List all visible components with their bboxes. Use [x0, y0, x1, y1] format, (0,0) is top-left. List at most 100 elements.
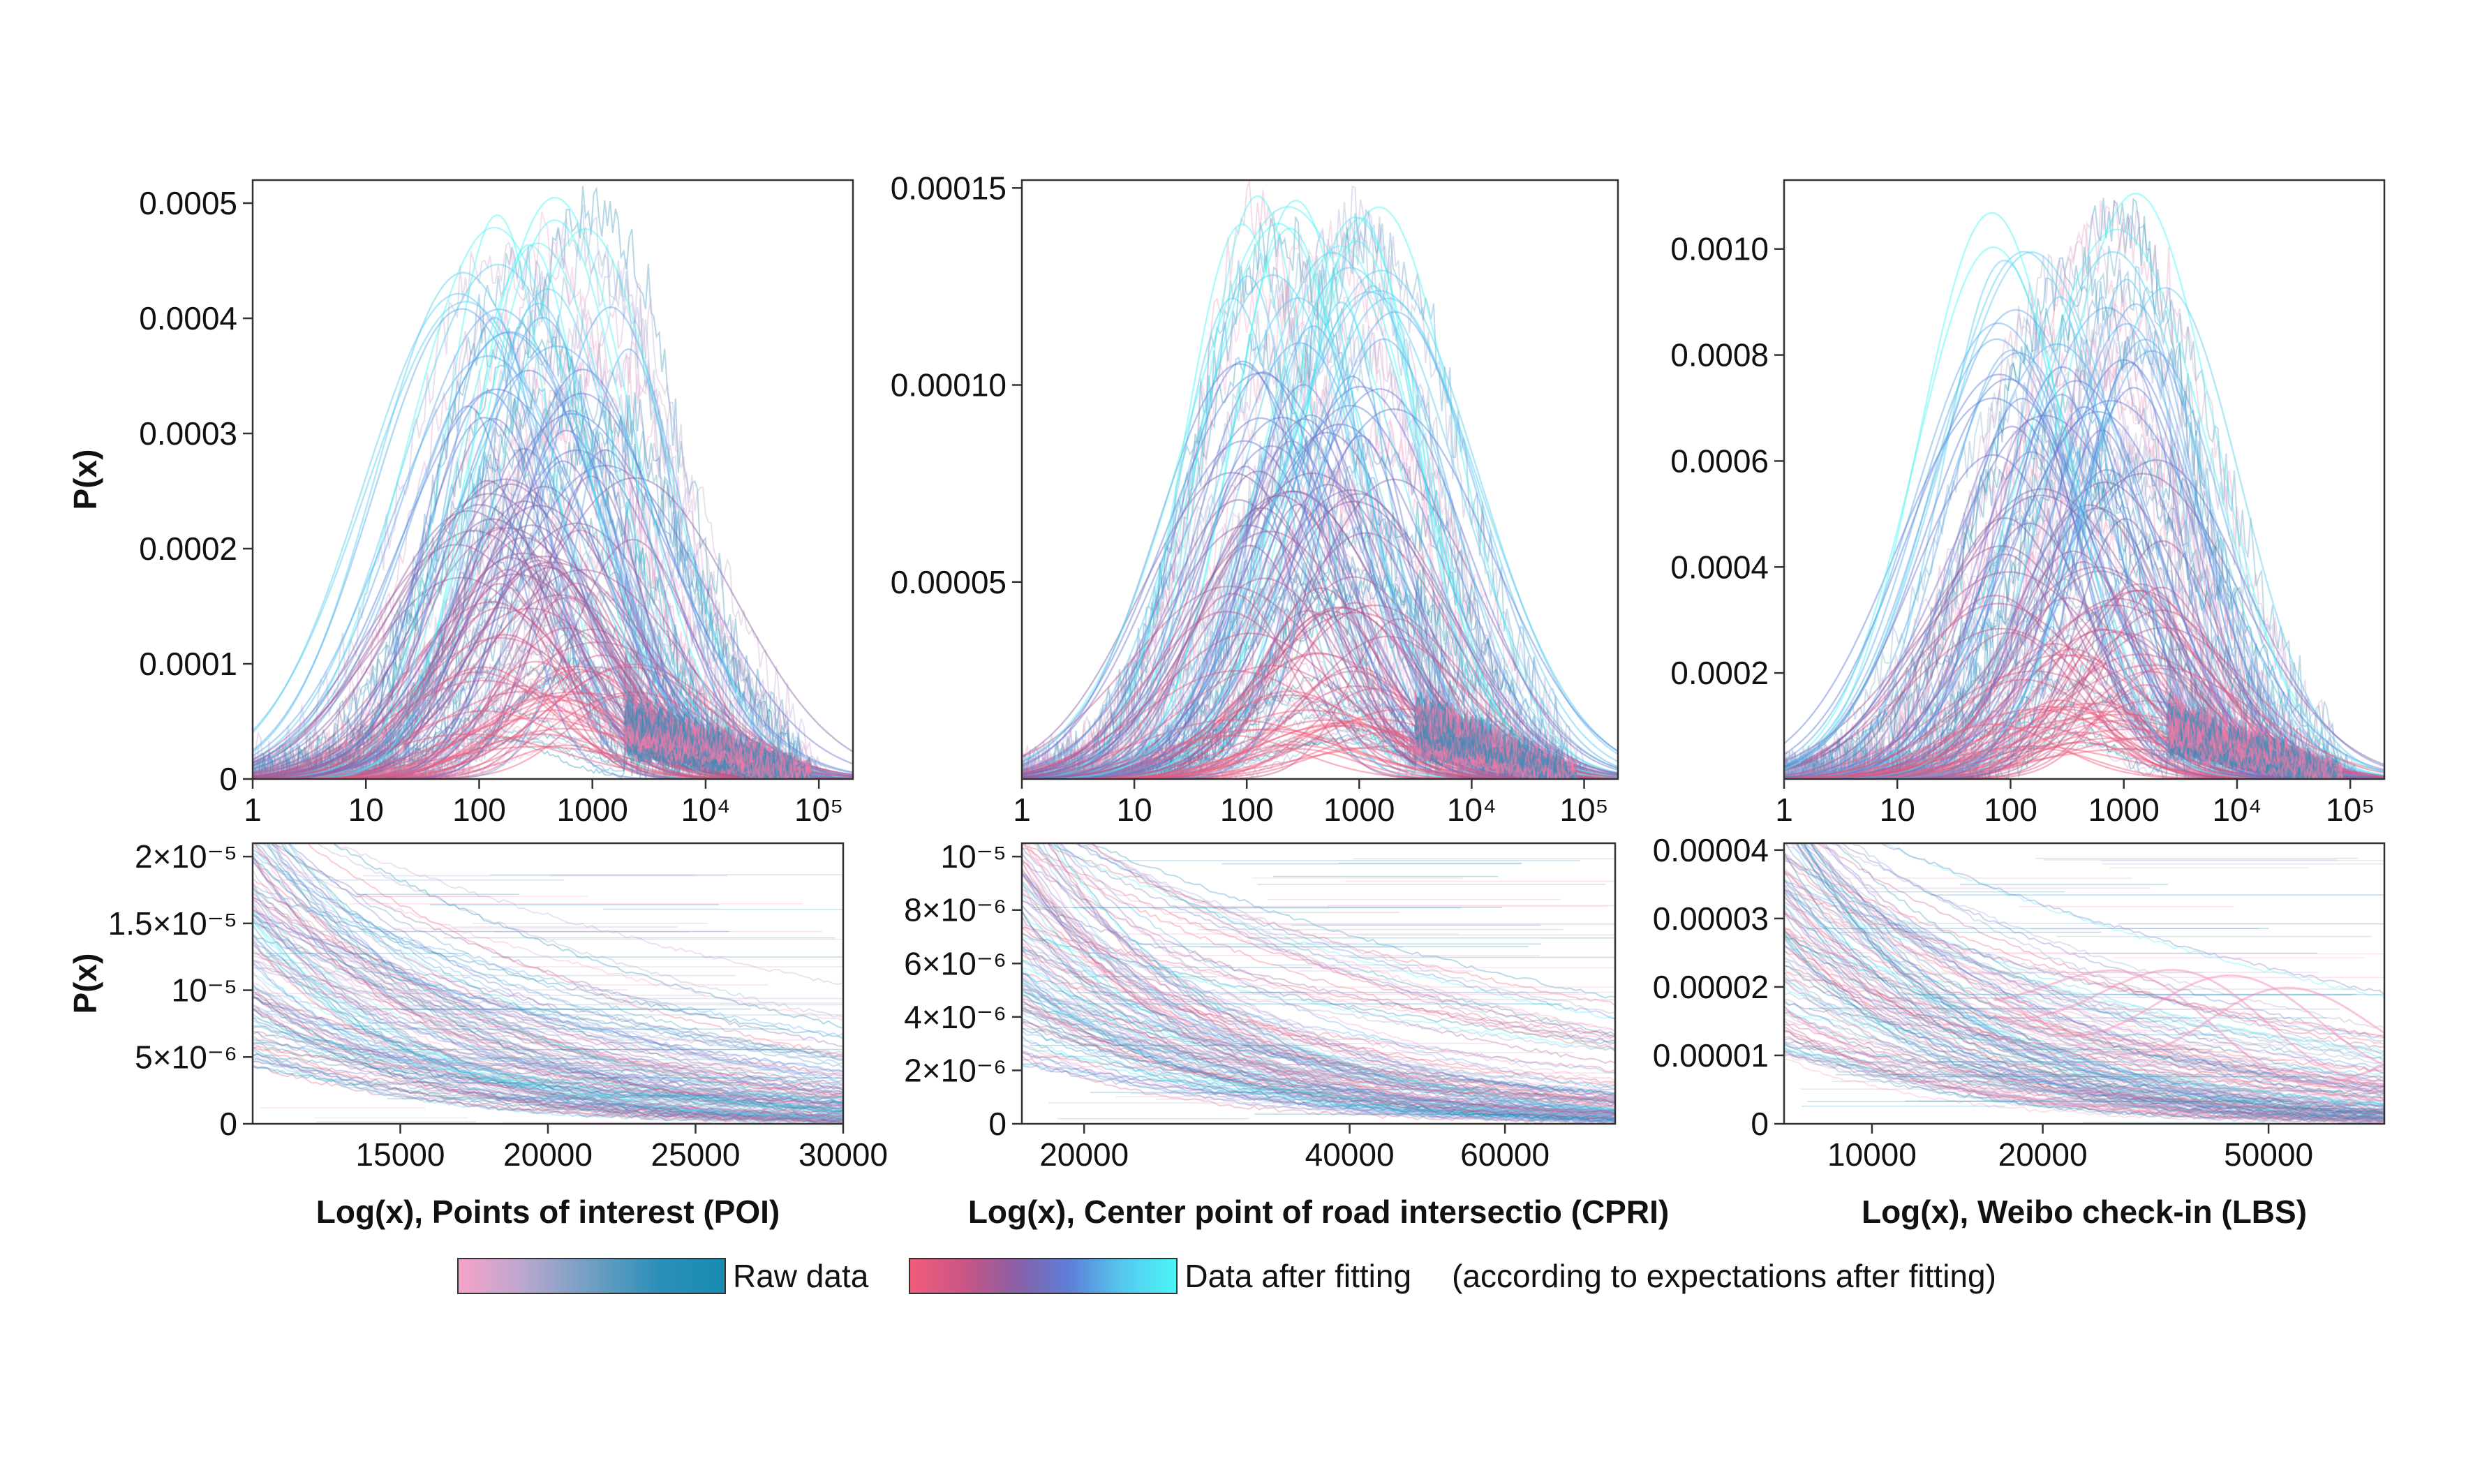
fitted-line [253, 991, 843, 1107]
fitted-line [1784, 1037, 2384, 1108]
fitted-line [1784, 296, 2384, 779]
fitted-line [253, 214, 853, 779]
fitted-line [1022, 290, 1618, 779]
fitted-line [253, 843, 843, 1110]
fitted-line [1022, 544, 1618, 779]
fitted-line [1022, 195, 1618, 779]
fitted-line [1784, 891, 2384, 1107]
fitted-line [1022, 900, 1615, 1086]
fitted-line [253, 886, 843, 1119]
fitted-line [1784, 1036, 2384, 1121]
raw-data-line [1993, 969, 2384, 1082]
fitted-line [1796, 843, 2384, 1116]
fitted-line [253, 845, 843, 1087]
fitted-line [1784, 887, 2384, 1120]
fitted-line [1022, 959, 1615, 1104]
fitted-line [1784, 1005, 2384, 1122]
fitted-line [1022, 251, 1618, 779]
fitted-line [1784, 870, 2384, 1062]
fitted-line [1022, 948, 1615, 1074]
y-axis-label: P(x) [67, 954, 103, 1014]
fitted-line [253, 937, 843, 1108]
fitted-line [1802, 843, 2384, 1111]
fitted-line [1784, 1040, 2384, 1115]
fitted-line [1023, 843, 1615, 1083]
fitted-line [253, 1025, 843, 1109]
fitted-line [1022, 1021, 1615, 1115]
fitted-line [1784, 1023, 2384, 1124]
fitted-line [1022, 884, 1615, 1108]
fitted-line [253, 1017, 843, 1114]
y-tick-label: 10⁻⁵ [940, 838, 1007, 875]
fitted-line [1022, 977, 1615, 1122]
fitted-line [1796, 843, 2384, 1116]
fitted-line [1022, 489, 1618, 779]
panel-bottom-left: 15000 20000 25000 30000 0 5×10⁻⁶ 10⁻⁵ 1.5×10⁻⁵ 2… [67, 838, 888, 1230]
fitted-line [253, 896, 843, 1085]
fitted-line [1047, 843, 1615, 1021]
fitted-line [1784, 889, 2384, 1109]
fitted-line [1784, 1053, 2384, 1115]
fitted-line [1784, 937, 2384, 1123]
fitted-line [253, 996, 843, 1099]
fitted-line [1818, 843, 2384, 1087]
x-tick-label: 10 [1117, 792, 1152, 828]
y-tick-label: 0.0006 [1670, 443, 1769, 479]
fitted-line [253, 902, 843, 1121]
fitted-line [253, 852, 843, 1065]
fitted-line [253, 934, 843, 1117]
fitted-line [1022, 1019, 1615, 1117]
fitted-line [253, 951, 843, 1055]
fitted-line [253, 908, 843, 1074]
fitted-line [253, 944, 843, 1120]
y-tick-label: 0.00010 [891, 367, 1007, 403]
fitted-line [253, 1016, 843, 1121]
fitted-line [1022, 852, 1615, 1118]
raw-data-line [1022, 199, 1618, 779]
fitted-line [1784, 944, 2384, 1052]
fitted-line [253, 1035, 843, 1124]
fitted-line [253, 920, 843, 1102]
fitted-line [1784, 933, 2384, 1123]
fitted-line [1022, 297, 1618, 779]
x-tick-label: 100 [452, 792, 506, 828]
fitted-line [1022, 478, 1618, 779]
fitted-line [1085, 843, 1615, 1046]
fitted-line [1824, 843, 2384, 1099]
fitted-line [253, 974, 843, 1113]
raw-data-tail [1414, 746, 1577, 779]
y-tick-label: 0.0004 [1670, 549, 1769, 585]
raw-data-line [253, 392, 853, 779]
fitted-line [1022, 843, 1615, 1037]
raw-data-line [1022, 419, 1618, 779]
fitted-line [253, 917, 843, 1093]
fitted-line [1880, 843, 2384, 995]
fitted-line [253, 900, 843, 1120]
fitted-line [1784, 939, 2384, 1121]
fitted-line [1022, 910, 1615, 1121]
fitted-line [1022, 944, 1615, 1121]
fitted-line [1022, 297, 1618, 779]
fitted-line [1784, 960, 2384, 1114]
fitted-line [1022, 991, 1615, 1095]
fitted-line [1784, 945, 2384, 1092]
fitted-line [1022, 967, 1615, 1111]
fitted-line [1022, 1001, 1615, 1120]
fitted-line [1784, 397, 2384, 779]
fitted-line [1022, 872, 1615, 1114]
legend-raw-swatch [457, 1258, 726, 1294]
x-tick-label: 15000 [356, 1136, 445, 1173]
fitted-line [1022, 851, 1615, 1032]
fitted-line [1784, 1030, 2384, 1124]
fitted-line [253, 959, 843, 1104]
raw-data-tail [623, 722, 811, 779]
fitted-line [1784, 878, 2384, 1042]
fitted-line [1033, 843, 1615, 1106]
fitted-line [270, 843, 843, 1093]
fitted-line [1784, 936, 2384, 1106]
x-tick-label: 10⁵ [2326, 792, 2375, 828]
raw-data-line [1784, 329, 2384, 779]
fitted-line [1022, 604, 1618, 779]
fitted-line [1799, 843, 2384, 1111]
fitted-line [1022, 847, 1615, 1100]
